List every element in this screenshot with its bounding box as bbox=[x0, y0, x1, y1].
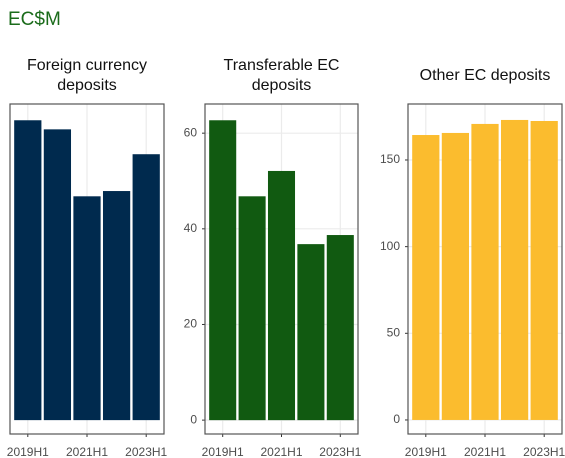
bar bbox=[530, 120, 558, 420]
x-tick-label: 2023H1 bbox=[125, 445, 167, 458]
x-tick-label: 2021H1 bbox=[260, 445, 302, 458]
panel-title: deposits bbox=[252, 77, 312, 94]
panel-border bbox=[204, 103, 359, 435]
bar bbox=[326, 235, 354, 421]
x-tick-label: 2021H1 bbox=[66, 445, 108, 458]
bar bbox=[102, 191, 131, 421]
bar bbox=[412, 135, 440, 420]
panel-title: Foreign currency bbox=[27, 57, 147, 74]
bar bbox=[73, 196, 101, 421]
y-tick-label: 100 bbox=[380, 239, 400, 253]
x-tick-label: 2023H1 bbox=[319, 445, 361, 458]
y-tick-label: 40 bbox=[184, 221, 198, 235]
bar bbox=[297, 244, 325, 421]
bar bbox=[43, 129, 72, 421]
y-tick-label: 150 bbox=[380, 152, 400, 166]
x-tick-label: 2019H1 bbox=[405, 445, 447, 458]
x-tick-label: 2019H1 bbox=[202, 445, 244, 458]
bar bbox=[267, 170, 296, 421]
bar bbox=[209, 120, 237, 421]
panel-title: Other EC deposits bbox=[420, 67, 551, 84]
panel-border bbox=[9, 103, 165, 435]
panel-border bbox=[407, 103, 563, 435]
y-tick-label: 0 bbox=[393, 412, 400, 426]
y-tick-label: 20 bbox=[184, 317, 198, 331]
y-tick-label: 60 bbox=[184, 125, 198, 139]
panel-title: deposits bbox=[57, 77, 117, 94]
bar bbox=[471, 123, 499, 420]
bar bbox=[500, 119, 529, 420]
y-tick-label: 0 bbox=[190, 412, 197, 426]
page-title: EC$M bbox=[8, 9, 61, 30]
x-tick-label: 2023H1 bbox=[523, 445, 565, 458]
x-tick-label: 2021H1 bbox=[464, 445, 506, 458]
x-tick-label: 2019H1 bbox=[7, 445, 49, 458]
panel-title: Transferable EC bbox=[224, 57, 340, 74]
bar bbox=[238, 196, 266, 421]
y-tick-label: 50 bbox=[387, 325, 401, 339]
bar bbox=[132, 154, 160, 421]
bar bbox=[14, 120, 42, 421]
bar bbox=[441, 132, 470, 420]
